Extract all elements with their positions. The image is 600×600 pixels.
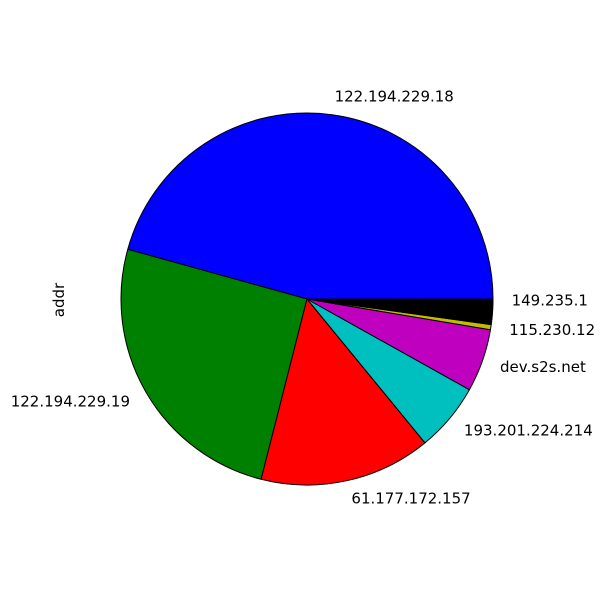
slice-label: 193.201.224.214	[464, 421, 593, 439]
pie-slice	[260, 298, 426, 486]
slice-label: 115.230.12	[509, 321, 595, 339]
slice-label: 149.235.1	[512, 291, 588, 309]
slice-label: 61.177.172.157	[351, 490, 470, 508]
y-axis-label: addr	[50, 282, 68, 317]
pie-slice	[127, 112, 494, 300]
pie-labels: 122.194.229.18 122.194.229.19 61.177.172.1…	[11, 87, 595, 507]
pie-slices	[120, 112, 494, 486]
slice-label: 122.194.229.19	[11, 393, 130, 411]
pie-slice	[120, 248, 308, 480]
pie-slice	[306, 298, 494, 303]
slice-label: 122.194.229.18	[335, 87, 454, 105]
slice-label: dev.s2s.net	[500, 358, 586, 376]
